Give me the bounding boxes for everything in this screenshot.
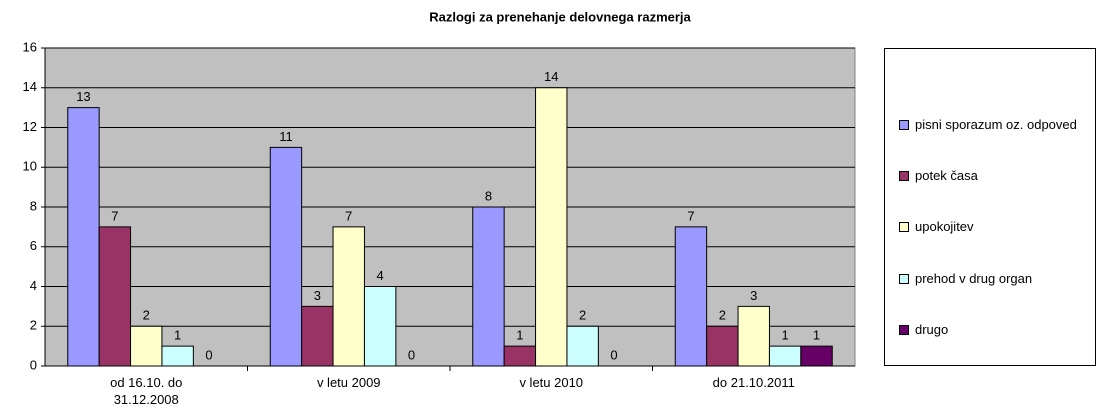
y-tick-label: 2	[30, 318, 37, 333]
data-label: 14	[544, 69, 558, 84]
legend-swatch	[899, 120, 909, 131]
bar	[706, 325, 739, 367]
bar	[800, 345, 833, 367]
data-label: 7	[111, 208, 118, 223]
data-label: 2	[719, 308, 726, 323]
data-label: 1	[516, 328, 523, 343]
bar	[737, 305, 770, 367]
legend-label: upokojitev	[915, 219, 974, 235]
legend-label: potek časa	[915, 168, 978, 184]
bar	[161, 345, 194, 367]
data-label: 4	[377, 268, 384, 283]
bar	[363, 286, 397, 367]
bar	[768, 345, 802, 367]
data-label: 11	[279, 129, 293, 144]
bar	[535, 87, 568, 367]
legend-item: pisni sporazum oz. odpoved	[899, 116, 1095, 133]
data-label: 2	[143, 308, 150, 323]
chart-title: Razlogi za prenehanje delovnega razmerja	[429, 9, 691, 24]
legend-label: drugo	[915, 321, 949, 337]
x-tick-label: v letu 2010	[519, 375, 584, 390]
legend-swatch	[899, 273, 909, 284]
data-label: 0	[205, 347, 212, 362]
data-label: 0	[408, 347, 415, 362]
x-tick-label: do 21.10.2011	[712, 375, 795, 390]
y-tick-label: 6	[30, 238, 37, 253]
bar	[301, 305, 334, 367]
legend-item: upokojitev	[899, 218, 1095, 235]
y-tick-label: 8	[30, 198, 37, 213]
data-label: 0	[610, 347, 617, 362]
data-label: 3	[750, 288, 757, 303]
legend-label: prehod v drug organ	[915, 270, 1033, 286]
y-tick-label: 10	[23, 159, 37, 174]
legend: pisni sporazum oz. odpoved potek časa upok…	[884, 48, 1096, 366]
legend-item: prehod v drug organ	[899, 270, 1095, 287]
bar	[67, 107, 100, 367]
bar	[472, 206, 505, 367]
y-tick-label: 0	[30, 357, 37, 372]
bar	[98, 226, 132, 367]
data-label: 3	[314, 288, 321, 303]
data-label: 7	[687, 208, 694, 223]
legend-item: potek časa	[899, 167, 1095, 184]
data-label: 7	[345, 208, 352, 223]
legend-label: pisni sporazum oz. odpoved	[915, 117, 1077, 133]
x-tick-label: od 16.10. do 31.12.2008	[110, 375, 183, 407]
legend-item: drugo	[899, 321, 1095, 338]
bar	[503, 345, 537, 367]
data-label: 13	[76, 89, 90, 104]
data-label: 1	[782, 328, 789, 343]
data-label: 1	[813, 328, 820, 343]
data-label: 2	[579, 308, 586, 323]
bar	[269, 146, 303, 367]
legend-swatch	[899, 222, 909, 233]
bar	[674, 226, 708, 367]
data-label: 8	[485, 188, 492, 203]
bar	[566, 325, 599, 367]
y-tick-label: 14	[23, 79, 37, 94]
bar	[130, 325, 163, 367]
y-tick-label: 12	[23, 119, 37, 134]
bar	[332, 226, 365, 367]
x-tick-label: v letu 2009	[316, 375, 381, 390]
legend-swatch	[899, 324, 909, 335]
y-tick-label: 4	[30, 278, 37, 293]
data-label: 1	[174, 328, 181, 343]
legend-swatch	[899, 171, 909, 182]
y-tick-label: 16	[23, 39, 37, 54]
